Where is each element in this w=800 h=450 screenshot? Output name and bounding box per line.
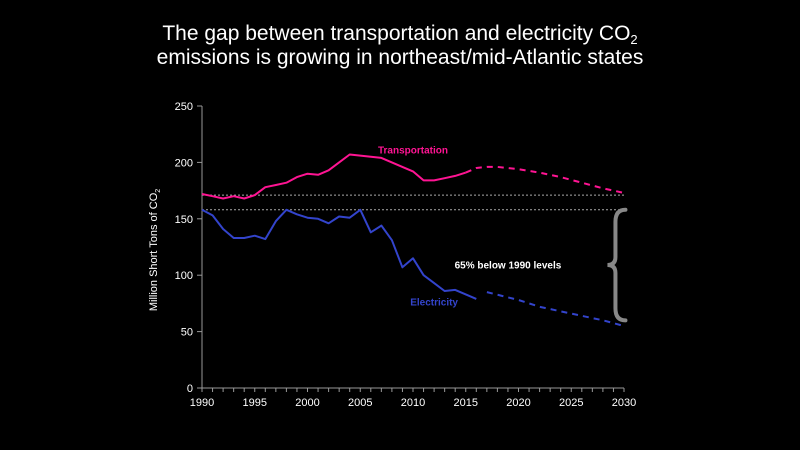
- series-line-electricity-projection: [486, 291, 625, 327]
- y-tick-label: 50: [181, 327, 193, 339]
- y-axis-label: Million Short Tons of CO2: [148, 189, 162, 311]
- x-tick-label: 1990: [190, 397, 214, 409]
- chart-title-line2: emissions is growing in northeast/mid-At…: [156, 46, 644, 69]
- x-tick-label: 2000: [295, 397, 319, 409]
- series-lines: [201, 153, 625, 327]
- title-subscript: 2: [630, 32, 638, 47]
- y-axis-label-subscript: 2: [155, 189, 162, 193]
- x-tick-label: 1995: [243, 397, 267, 409]
- x-tick-label: 2010: [401, 397, 425, 409]
- x-tick-label: 2030: [612, 397, 636, 409]
- series-line-transportation: [201, 153, 467, 200]
- chart-title-line1: The gap between transportation and elect…: [0, 22, 800, 46]
- x-tick-label: 2020: [506, 397, 530, 409]
- y-tick-label: 150: [175, 214, 193, 226]
- reference-lines: [202, 194, 624, 211]
- y-tick-label: 100: [175, 270, 193, 282]
- series-line-transportation-projection: [465, 165, 625, 194]
- y-tick-label: 250: [175, 101, 193, 113]
- y-tick-label: 0: [187, 383, 193, 395]
- x-tick-label: 2005: [348, 397, 372, 409]
- annotation-electricity: Electricity: [410, 298, 458, 309]
- brace-annotation: [607, 207, 628, 323]
- series-line-electricity: [201, 208, 477, 300]
- axes: 0 50 100 150 200 250 1990 1995 2000 2005 2010 2015 2…: [175, 101, 637, 409]
- x-tick-label: 2015: [454, 397, 478, 409]
- annotations: Transportation Electricity 65% below 1990 …: [378, 145, 628, 323]
- annotation-65-below-1990-levels: 65% below 1990 levels: [455, 260, 562, 271]
- chart-title: The gap between transportation and elect…: [0, 22, 800, 70]
- annotation-transportation: Transportation: [378, 145, 448, 156]
- y-tick-label: 200: [175, 157, 193, 169]
- title-text: The gap between transportation and elect…: [162, 22, 631, 45]
- x-tick-label: 2025: [559, 397, 583, 409]
